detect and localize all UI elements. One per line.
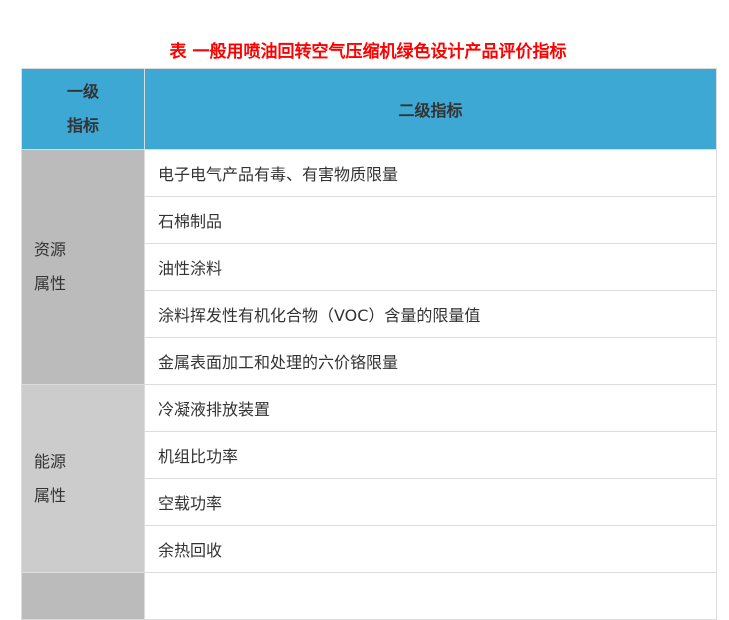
group-label-line2: 属性 [34,485,67,505]
table-row-cutoff [21,572,717,620]
group-energy: 能源 属性 [21,384,145,573]
sub-indicator: 余热回收 [144,525,717,573]
group-label-line2: 属性 [34,274,67,293]
table-row: 金属表面加工和处理的六价铬限量 [22,337,717,385]
sub-indicator: 石棉制品 [144,196,717,244]
header-level2: 二级指标 [144,68,717,150]
sub-indicator: 金属表面加工和处理的六价铬限量 [144,337,717,385]
header-level1: 一级 指标 [21,68,145,150]
sub-indicator: 空载功率 [144,478,717,526]
table-row: 能源属性 冷凝液排放装置 [21,384,717,573]
sub-indicator: 机组比功率 [144,431,717,479]
evaluation-table: 一级指标 二级指标 资源属性 电子电气产品有毒、有害物质限量 石棉制品 油性涂料… [21,68,717,620]
table-row: 机组比功率 [22,431,717,479]
sub-indicator: 涂料挥发性有机化合物（VOC）含量的限量值 [144,290,717,338]
table-row: 资源属性 电子电气产品有毒、有害物质限量 [21,149,717,385]
sub-indicator: 冷凝液排放装置 [144,384,717,432]
sub-indicator: 油性涂料 [144,243,717,291]
header-level1-line2: 指标 [66,116,99,135]
table-row: 油性涂料 [22,243,717,291]
table-row: 余热回收 [22,525,717,573]
group-label-line1: 资源 [34,240,67,259]
group-resource: 资源 属性 [21,149,145,385]
table-row: 空载功率 [22,478,717,526]
sub-indicator-cutoff [144,572,717,620]
table-title: 表 一般用喷油回转空气压缩机绿色设计产品评价指标 [169,42,567,62]
header-row: 一级指标 二级指标 [21,68,717,150]
table-row: 石棉制品 [22,196,717,244]
group-cutoff [21,572,145,620]
group-label-line1: 能源 [34,451,67,471]
sub-indicator: 电子电气产品有毒、有害物质限量 [144,149,717,197]
header-level1-line1: 一级 [66,82,99,101]
